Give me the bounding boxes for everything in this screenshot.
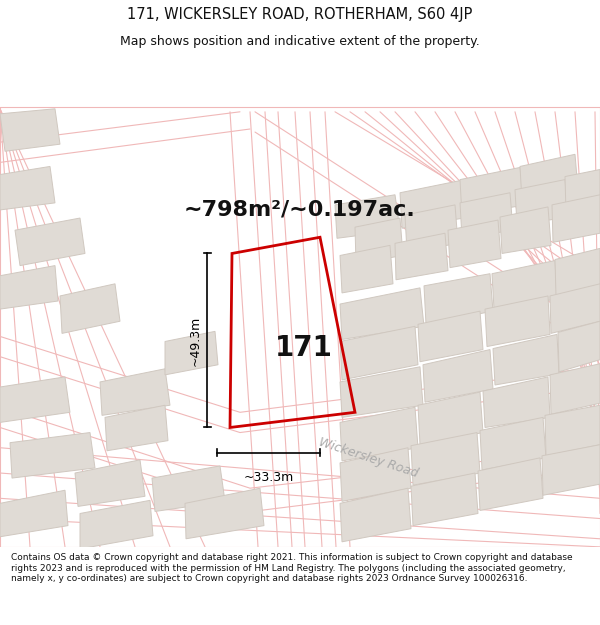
Polygon shape	[340, 448, 411, 501]
Polygon shape	[500, 207, 551, 254]
Polygon shape	[340, 326, 418, 380]
Polygon shape	[565, 169, 600, 213]
Polygon shape	[340, 408, 418, 461]
Polygon shape	[558, 321, 600, 372]
Polygon shape	[400, 179, 470, 228]
Polygon shape	[480, 418, 546, 470]
Polygon shape	[411, 473, 478, 526]
Polygon shape	[493, 334, 559, 385]
Polygon shape	[75, 460, 145, 506]
Text: ~798m²/~0.197ac.: ~798m²/~0.197ac.	[184, 200, 416, 220]
Polygon shape	[448, 220, 501, 268]
Polygon shape	[15, 218, 85, 266]
Polygon shape	[0, 109, 60, 151]
Polygon shape	[395, 233, 448, 280]
Polygon shape	[10, 432, 95, 478]
Polygon shape	[555, 248, 600, 296]
Polygon shape	[340, 246, 393, 293]
Polygon shape	[0, 490, 68, 537]
Text: ~33.3m: ~33.3m	[244, 471, 293, 484]
Text: ~49.3m: ~49.3m	[188, 316, 202, 366]
Polygon shape	[0, 266, 58, 309]
Polygon shape	[520, 154, 578, 202]
Polygon shape	[185, 488, 264, 539]
Text: 171, WICKERSLEY ROAD, ROTHERHAM, S60 4JP: 171, WICKERSLEY ROAD, ROTHERHAM, S60 4JP	[127, 8, 473, 22]
Polygon shape	[105, 405, 168, 451]
Polygon shape	[411, 432, 480, 485]
Polygon shape	[478, 458, 543, 511]
Polygon shape	[0, 166, 55, 210]
Polygon shape	[515, 179, 568, 225]
Text: Contains OS data © Crown copyright and database right 2021. This information is : Contains OS data © Crown copyright and d…	[11, 553, 572, 583]
Polygon shape	[0, 377, 70, 423]
Polygon shape	[418, 392, 483, 444]
Polygon shape	[152, 466, 225, 511]
Polygon shape	[418, 311, 483, 362]
Polygon shape	[492, 261, 557, 309]
Polygon shape	[80, 501, 153, 549]
Polygon shape	[60, 284, 120, 333]
Polygon shape	[545, 405, 600, 456]
Polygon shape	[542, 444, 600, 495]
Polygon shape	[460, 192, 513, 238]
Polygon shape	[552, 195, 600, 242]
Polygon shape	[460, 168, 525, 216]
Polygon shape	[165, 331, 218, 375]
Text: Wickersley Road: Wickersley Road	[317, 436, 419, 480]
Polygon shape	[483, 377, 550, 428]
Polygon shape	[100, 369, 170, 416]
Polygon shape	[405, 205, 458, 252]
Polygon shape	[340, 367, 423, 418]
Polygon shape	[335, 195, 400, 238]
Polygon shape	[340, 288, 424, 339]
Polygon shape	[485, 296, 550, 346]
Polygon shape	[550, 284, 600, 333]
Text: Map shows position and indicative extent of the property.: Map shows position and indicative extent…	[120, 35, 480, 48]
Polygon shape	[423, 349, 493, 403]
Polygon shape	[424, 274, 493, 324]
Polygon shape	[340, 488, 411, 542]
Text: 171: 171	[275, 334, 333, 362]
Polygon shape	[550, 364, 600, 414]
Polygon shape	[355, 218, 403, 264]
